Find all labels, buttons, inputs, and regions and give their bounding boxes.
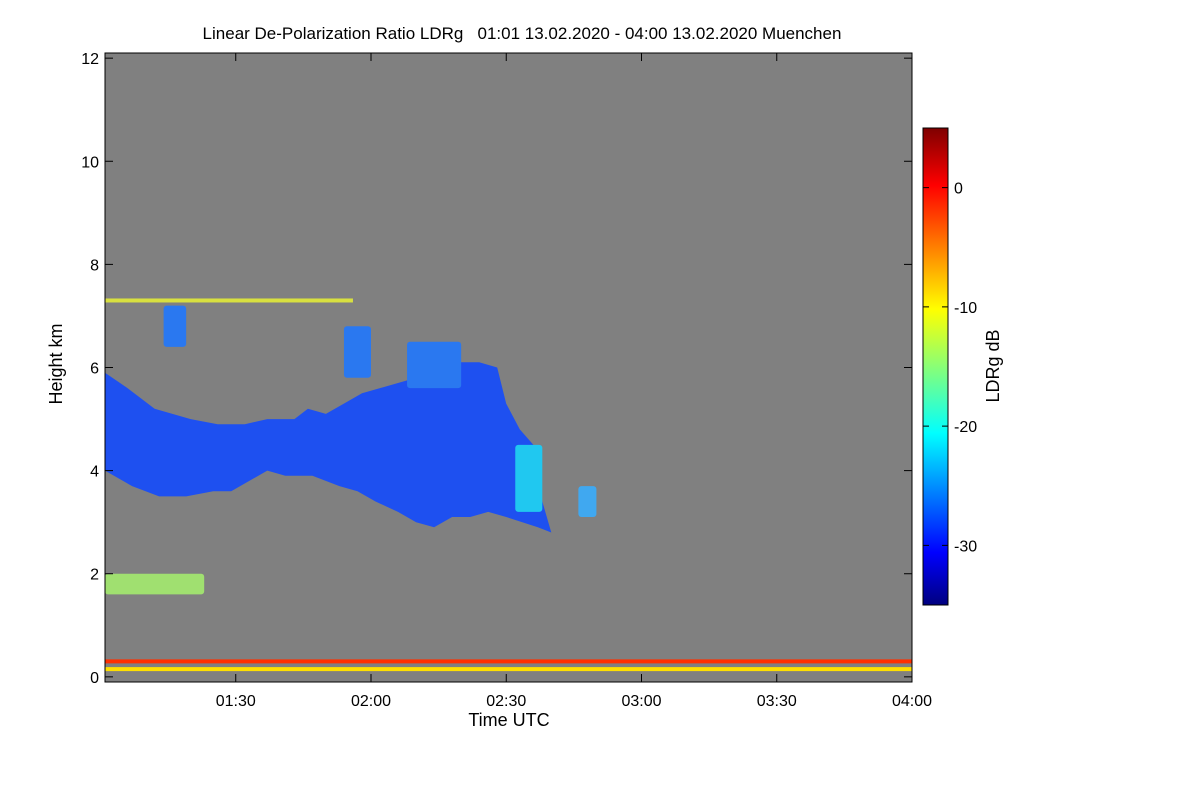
x-axis-label: Time UTC (468, 710, 549, 730)
x-tick-label: 04:00 (892, 693, 932, 710)
y-tick-label: 10 (81, 154, 99, 171)
chart-title: Linear De-Polarization Ratio LDRg 01:01 … (203, 24, 842, 43)
colorbar-axis: 0 -10 -20 -30 (923, 181, 977, 555)
x-axis: 01:30 02:00 02:30 03:00 03:30 04:00 (216, 53, 932, 710)
y-tick-label: 0 (90, 670, 99, 687)
main-cloud-layer (105, 362, 552, 533)
low-layer (105, 573, 205, 595)
colorbar-tick-label: 0 (954, 181, 963, 198)
cloud-streak-2 (343, 326, 371, 378)
cloud-fragment (578, 486, 597, 518)
colorbar-tick-label: -20 (954, 419, 977, 436)
near-ground-layer (105, 667, 912, 672)
y-tick-label: 12 (81, 51, 99, 68)
y-axis-label: Height km (46, 323, 66, 404)
colorbar-tick-label: -10 (954, 300, 977, 317)
cloud-shaft (515, 444, 543, 512)
y-axis: 0 2 4 6 8 10 12 (81, 51, 912, 687)
x-tick-label: 02:00 (351, 693, 391, 710)
x-tick-label: 03:30 (757, 693, 797, 710)
surface-layer (105, 659, 912, 664)
colorbar (922, 127, 949, 606)
x-tick-label: 01:30 (216, 693, 256, 710)
cloud-streak-1 (163, 305, 187, 347)
y-tick-label: 8 (90, 257, 99, 274)
x-tick-label: 03:00 (621, 693, 661, 710)
layer-7km (105, 298, 353, 303)
colorbar-label: LDRg dB (983, 329, 1003, 402)
y-tick-label: 6 (90, 361, 99, 378)
y-tick-label: 2 (90, 567, 99, 584)
colorbar-tick-label: -30 (954, 538, 977, 555)
y-tick-label: 4 (90, 464, 99, 481)
x-tick-label: 02:30 (486, 693, 526, 710)
plot-background (105, 53, 912, 682)
cloud-features (105, 298, 912, 672)
cloud-streak-3 (407, 341, 462, 389)
